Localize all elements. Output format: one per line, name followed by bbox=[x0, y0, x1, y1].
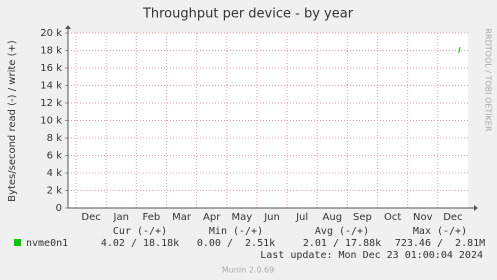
chart-title: Throughput per device - by year bbox=[142, 7, 354, 22]
x-tick-label: Sep bbox=[353, 212, 372, 223]
x-axis-arrow bbox=[474, 205, 478, 211]
y-tick-label: 16 k bbox=[40, 63, 62, 74]
x-tick-label: May bbox=[232, 212, 253, 223]
y-tick-label: 12 k bbox=[40, 98, 62, 109]
x-tick-label: Apr bbox=[203, 212, 221, 223]
legend-header: Max (-/+) bbox=[413, 226, 467, 237]
legend-label: nvme0n1 bbox=[26, 238, 68, 249]
footer: Munin 2.0.69 bbox=[222, 266, 274, 275]
y-tick-label: 10 k bbox=[40, 116, 62, 127]
x-tick-label: Aug bbox=[323, 212, 343, 223]
x-tick-label: Jul bbox=[295, 212, 308, 223]
watermark: RRDTOOL / TOBI OETIKER bbox=[484, 28, 493, 131]
legend-stat: 723.46 / 2.81M bbox=[395, 238, 485, 249]
y-tick-label: 0 bbox=[56, 203, 62, 214]
y-tick-label: 6 k bbox=[47, 151, 63, 162]
x-tick-label: Dec bbox=[443, 212, 462, 223]
legend-header: Min (-/+) bbox=[209, 226, 263, 237]
legend-header: Cur (-/+) bbox=[113, 226, 167, 237]
legend-stat: 4.02 / 18.18k bbox=[101, 238, 179, 249]
legend-stat: 0.00 / 2.51k bbox=[197, 238, 275, 249]
x-tick-label: Feb bbox=[143, 212, 161, 223]
y-tick-label: 2 k bbox=[47, 186, 63, 197]
y-tick-label: 8 k bbox=[47, 133, 63, 144]
y-tick-label: 20 k bbox=[40, 28, 62, 39]
y-tick-label: 14 k bbox=[40, 81, 62, 92]
x-tick-label: Oct bbox=[384, 212, 401, 223]
x-tick-label: Mar bbox=[172, 212, 192, 223]
legend-header: Avg (-/+) bbox=[315, 226, 369, 237]
y-tick-label: 4 k bbox=[47, 168, 63, 179]
legend-swatch bbox=[14, 239, 21, 246]
x-tick-label: Nov bbox=[413, 212, 433, 223]
y-tick-label: 18 k bbox=[40, 46, 62, 57]
legend-stat: 2.01 / 17.88k bbox=[303, 238, 381, 249]
x-tick-label: Jan bbox=[113, 212, 129, 223]
series-line bbox=[458, 46, 461, 54]
y-axis-label: Bytes/second read (-) / write (+) bbox=[7, 40, 18, 202]
last-update: Last update: Mon Dec 23 01:00:04 2024 bbox=[260, 250, 483, 261]
x-tick-label: Jun bbox=[263, 212, 280, 223]
y-axis-arrow bbox=[65, 25, 71, 29]
x-tick-label: Dec bbox=[81, 212, 100, 223]
